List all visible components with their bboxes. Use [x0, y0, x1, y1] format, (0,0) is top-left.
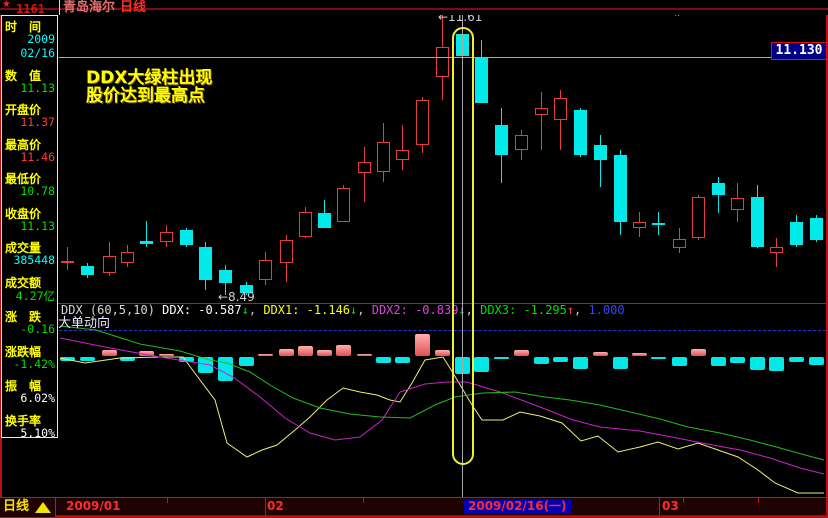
ddx-header-segment: ↑	[567, 303, 574, 317]
ddx-bar	[632, 353, 647, 356]
axis-tick	[363, 498, 364, 503]
sidebar-value: 11.46	[4, 150, 55, 164]
axis-selected-date: 2009/02/16(一)	[464, 499, 571, 514]
ddx-header-segment: ↓	[242, 303, 249, 317]
ddx-header-segment: ,	[357, 303, 371, 317]
period-title: 日线	[120, 1, 146, 15]
ddx-header-segment: ,	[249, 303, 263, 317]
ddx-bar	[613, 357, 628, 369]
annotation-line2: 股价达到最高点	[86, 88, 212, 106]
ddx-bar	[789, 357, 804, 362]
ddx-bar	[279, 349, 294, 356]
ddx-bar	[317, 350, 332, 356]
ddx-bar	[102, 350, 117, 356]
ddx-header-segment: DDX (60,5,10)	[61, 303, 162, 317]
sidebar-value: 385448	[4, 253, 55, 267]
ddx-bar	[711, 357, 726, 366]
sidebar-value: 5.10%	[4, 426, 55, 440]
ddx-bar	[120, 357, 135, 361]
ddx-bar	[298, 346, 313, 356]
ddx-bar	[179, 357, 194, 362]
axis-month-divider	[265, 498, 266, 516]
ddx-header-segment: DDX3: -1.295	[480, 303, 567, 317]
ddx-bar	[336, 345, 351, 356]
x-axis-bar[interactable]: 2009/01 02 2009/02/16(一) 03	[2, 497, 826, 516]
sidebar-value: 10.78	[4, 184, 55, 198]
up-triangle-icon[interactable]	[35, 502, 51, 513]
period-switcher[interactable]: 日线	[0, 497, 56, 517]
ddx-bar	[395, 357, 410, 363]
ddx-header-segment: DDX1: -1.146	[263, 303, 350, 317]
ddx-bar	[159, 354, 174, 356]
ddx-bar	[474, 357, 489, 372]
ddx-bar	[750, 357, 765, 370]
app-window: ★ 1161 青岛海尔 日线 DDX (60,5,10) DDX: -0.587…	[0, 0, 828, 518]
title-bar: ★ 1161 青岛海尔 日线	[0, 0, 828, 15]
ddx-bar	[730, 357, 745, 363]
ddx-bar	[415, 334, 430, 356]
ddx-bar	[435, 350, 450, 356]
quote-sidebar: 时 间200902/16数 值11.13开盘价11.37最高价11.46最低价1…	[1, 15, 58, 438]
low-price-marker: ←8.49	[218, 291, 255, 304]
capsule-highlight	[452, 27, 474, 465]
ddx-header-segment: DDX: -0.587	[162, 303, 241, 317]
title-divider	[59, 0, 60, 15]
ddx-bar	[514, 350, 529, 356]
sidebar-value: 2009	[4, 32, 55, 46]
axis-tick	[758, 498, 759, 503]
axis-date-label: 2009/01	[66, 499, 120, 514]
ddx-header-segment: 1.000	[589, 303, 625, 317]
ddx-bar	[534, 357, 549, 364]
ddx-bar	[376, 357, 391, 363]
period-switcher-label[interactable]: 日线	[3, 500, 29, 514]
ddx-bar	[198, 357, 213, 373]
axis-date-label: 02	[267, 499, 284, 514]
sidebar-value: 02/16	[4, 46, 55, 60]
ddx-bar	[239, 357, 254, 366]
sidebar-value: 6.02%	[4, 391, 55, 405]
stock-code: 1161	[16, 3, 45, 16]
sidebar-value: 11.37	[4, 115, 55, 129]
sidebar-value: -0.16	[4, 322, 55, 336]
crosshair-horizontal	[59, 57, 771, 58]
axis-date-label: 03	[662, 499, 679, 514]
ddx-bar	[218, 357, 233, 381]
ddx-bar	[60, 357, 75, 361]
crosshair-price-label: 11.130	[771, 42, 827, 60]
stock-name-title: 青岛海尔	[63, 1, 115, 15]
ddx-bar	[80, 357, 95, 361]
ddx-bar	[494, 357, 509, 359]
ddx-bar	[672, 357, 687, 366]
ddx-header-segment: ,	[574, 303, 588, 317]
ddx-bar	[769, 357, 784, 371]
ddx-bar	[258, 354, 273, 356]
app-icon[interactable]: ★	[2, 0, 11, 11]
ddx-bar	[357, 354, 372, 356]
ddx-header: DDX (60,5,10) DDX: -0.587↓, DDX1: -1.146…	[61, 304, 625, 317]
axis-month-divider	[659, 498, 660, 516]
ddx-bar	[573, 357, 588, 369]
sidebar-value: -1.42%	[4, 357, 55, 371]
ddx-header-segment: DDX2: -0.839	[372, 303, 459, 317]
annotation-callout: DDX大绿柱出现 股价达到最高点	[86, 70, 212, 106]
ddx-overlay-label: 大单动向	[58, 317, 110, 331]
axis-tick	[167, 498, 168, 503]
ddx-bar	[593, 352, 608, 356]
sidebar-value: 4.27亿	[4, 288, 55, 304]
ddx-bar	[553, 357, 568, 362]
ddx-bar	[809, 357, 824, 365]
sidebar-value: 11.13	[4, 81, 55, 95]
ddx-bar	[651, 357, 666, 359]
ddx-bar	[691, 349, 706, 356]
ddx-bar	[139, 351, 154, 356]
axis-tick	[683, 498, 684, 503]
sidebar-value: 11.13	[4, 219, 55, 233]
